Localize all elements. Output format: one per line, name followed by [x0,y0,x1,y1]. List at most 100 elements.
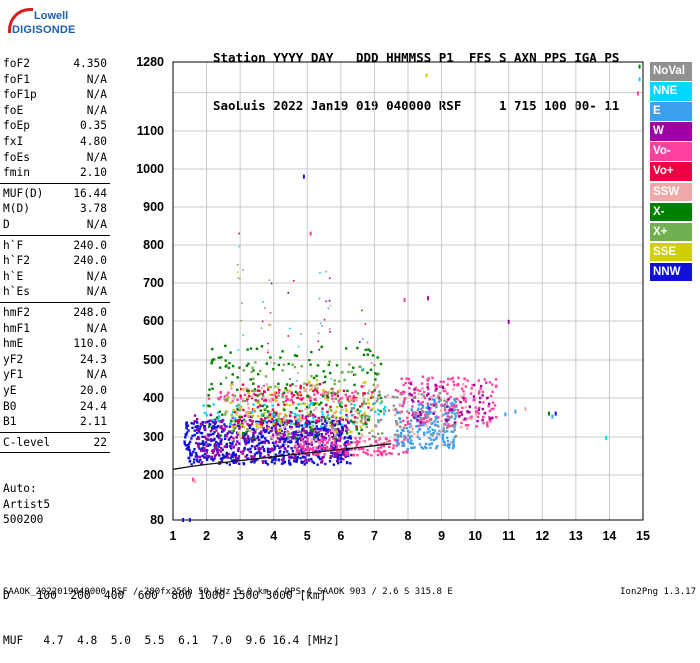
echo-point [353,383,356,387]
echo-point [341,408,344,411]
echo-point [399,420,402,424]
echo-point [373,450,376,453]
echo-point [282,407,285,410]
echo-point [340,405,343,408]
param-name: fxI [3,135,24,148]
param-value: 22 [93,435,107,449]
echo-point [182,518,185,522]
echo-point [302,402,305,405]
echo-point [435,406,438,409]
echo-point [317,453,320,456]
echo-point [392,444,395,447]
param-name: foEs [3,150,30,164]
echo-point [245,399,248,403]
echo-point [266,386,270,389]
echo-point [296,429,300,432]
echo-point [482,401,485,404]
echo-point [205,451,208,454]
echo-point [219,434,222,437]
echo-point [349,410,353,413]
echo-point [278,440,282,443]
echo-point [325,441,329,444]
echo-point [265,362,268,365]
echo-point [237,421,240,425]
echo-point [408,381,411,385]
echo-point [290,427,293,431]
echo-point [240,424,243,427]
echo-point [307,436,310,439]
echo-point [333,443,336,447]
echo-point [215,429,218,432]
echo-point [445,419,449,423]
echo-point [347,428,350,431]
echo-point [345,453,348,456]
echo-point [457,411,461,414]
echo-point [446,439,450,443]
echo-point [426,386,429,389]
echo-point [190,454,193,457]
echo-point [310,387,313,391]
echo-point [189,451,192,455]
echo-point [362,385,366,388]
echo-point [401,390,405,393]
echo-point [192,450,195,453]
echo-point [487,402,491,405]
echo-point [318,441,321,444]
echo-point [312,453,315,456]
echo-point [350,399,353,402]
echo-point [329,304,332,307]
echo-point [425,424,428,427]
echo-point [372,383,375,386]
echo-point [324,420,327,423]
echo-point [320,345,323,349]
echo-point [321,413,324,416]
echo-point [446,426,449,429]
echo-point [372,402,375,406]
echo-point [326,431,329,434]
echo-point [330,409,333,412]
echo-point [277,459,280,462]
echo-point [318,297,321,300]
echo-point [246,448,250,451]
echo-point [452,424,456,428]
echo-point [213,431,216,434]
echo-point [488,417,492,420]
echo-point [303,387,307,391]
echo-point [256,389,260,392]
echo-point [294,454,297,458]
echo-point [466,379,469,382]
param-separator [0,431,110,433]
echo-point [436,396,440,399]
echo-point [220,446,223,450]
echo-point [260,432,263,436]
echo-point [330,454,334,458]
echo-point [449,424,453,428]
echo-point [257,443,260,446]
echo-point [249,430,252,433]
echo-point [330,387,333,391]
echo-point [248,394,251,398]
echo-point [201,454,205,458]
echo-point [455,404,458,407]
echo-point [373,402,376,405]
echo-point [324,437,328,440]
echo-point [294,390,298,394]
echo-point [277,391,280,394]
echo-point [554,411,557,416]
echo-point [334,397,337,400]
echo-point [235,411,239,414]
echo-point [273,392,276,395]
echo-point [211,449,214,453]
x-tick-label: 2 [203,529,210,543]
echo-point [450,401,454,405]
echo-point [322,393,326,396]
echo-point [327,363,330,367]
echo-point [268,450,272,454]
echo-point [216,434,219,438]
echo-point [462,418,465,421]
echo-point [242,408,245,412]
echo-point [380,452,383,455]
legend-item: W [650,122,692,141]
echo-point [238,408,242,411]
echo-point [382,444,386,448]
